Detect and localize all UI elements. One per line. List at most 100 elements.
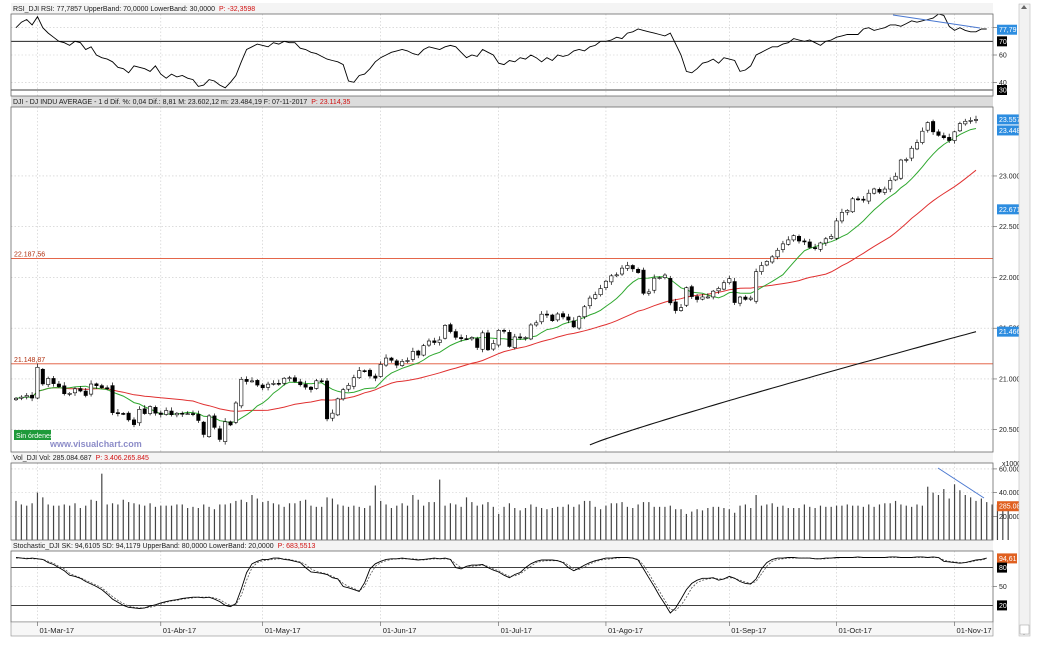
orders-badge[interactable]	[14, 430, 51, 440]
candle-body	[185, 413, 190, 415]
candle-body	[443, 325, 448, 339]
rsi-header: RSI_DJI RSI: 77,7857 UpperBand: 70,0000 …	[13, 6, 255, 13]
candle-body	[126, 412, 131, 421]
candle-body	[158, 412, 163, 415]
candle-body	[373, 375, 378, 379]
candle-body	[582, 306, 587, 318]
candle-body	[249, 380, 254, 383]
candle-body	[636, 268, 641, 273]
candle-body	[432, 340, 437, 343]
candle-body	[491, 343, 496, 350]
candle-body	[480, 332, 485, 350]
candle-body	[78, 388, 83, 392]
candle-body	[400, 361, 405, 366]
ma-mid-box	[997, 204, 1019, 215]
date-tick-label: 01-Jun-17	[383, 626, 417, 635]
rsi-panel: RSI_DJI RSI: 77,7857 UpperBand: 70,0000 …	[0, 0, 1041, 96]
date-tick-label: 01-Sep-17	[731, 626, 766, 635]
candle-body	[705, 296, 710, 299]
date-tick-label: 01-Nov-17	[957, 626, 992, 635]
candle-body	[850, 198, 855, 213]
stochastic-header-bar	[11, 540, 993, 551]
date-tick-label: 01-Abr-17	[163, 626, 196, 635]
candle-body	[518, 336, 523, 339]
axis-tick-label: 20.000	[999, 514, 1021, 521]
candle-body	[56, 383, 61, 387]
price-grid	[11, 107, 993, 452]
rsi-header-bar	[11, 3, 993, 14]
candle-body	[105, 387, 110, 390]
stochastic-lower-box	[997, 600, 1007, 611]
axis-tick-label: 40	[999, 80, 1007, 87]
price-panel: DJI - DJ INDU AVERAGE - 1 d Dif. %: 0,04…	[0, 96, 1041, 452]
axis-tick-label: 40.000	[999, 490, 1021, 497]
candle-body	[298, 381, 303, 386]
candle-body	[593, 294, 598, 299]
candle-body	[19, 396, 24, 399]
axis-tick-label: 50	[999, 584, 1007, 591]
ma-mid-box-label: 22.671,35	[999, 207, 1030, 214]
candle-body	[684, 287, 689, 306]
candle-body	[148, 406, 153, 414]
candle-body	[764, 261, 769, 266]
candle-body	[523, 337, 528, 339]
candle-body	[544, 313, 549, 316]
candle-body	[877, 189, 882, 193]
candle-body	[83, 390, 88, 396]
candle-body	[507, 332, 512, 347]
moving-average-mid	[31, 169, 977, 412]
candle-body	[968, 120, 973, 122]
watermark: www.visualchart.com	[49, 439, 142, 449]
candle-body	[180, 412, 185, 415]
level-lower-label: 21.148,87	[14, 357, 45, 364]
candle-body	[137, 409, 142, 424]
candle-body	[882, 188, 887, 193]
candle-body	[459, 337, 464, 339]
candle-body	[62, 385, 67, 394]
volume-header: Vol_DJI Vol: 285.084.687 P: 3.406.265.845	[13, 455, 149, 462]
candle-body	[893, 175, 898, 181]
candle-body	[169, 410, 174, 415]
candle-body	[282, 377, 287, 384]
scroll-up-icon[interactable]	[1021, 5, 1027, 9]
candle-body	[748, 297, 753, 300]
stochastic-header: Stochastic_DJI SK: 94,6105 SD: 94,1179 U…	[13, 543, 315, 550]
stochastic-upper-box-label: 80	[999, 565, 1007, 572]
rsi-upper-box-label: 70	[999, 39, 1007, 46]
candle-body	[260, 384, 265, 389]
candle-body	[190, 413, 195, 415]
candle-body	[30, 394, 35, 399]
candle-body	[67, 393, 72, 395]
candle-body	[829, 236, 834, 239]
candle-body	[802, 240, 807, 243]
axis-tick-label: 22.500	[999, 224, 1021, 231]
candle-body	[947, 137, 952, 141]
stochastic-sd-line	[16, 557, 987, 611]
stochastic-lower-box-label: 20	[999, 603, 1007, 610]
candle-body	[598, 288, 603, 296]
zoom-corner-box[interactable]	[1019, 624, 1030, 635]
date-tick-label: 01-Jul-17	[501, 626, 532, 635]
candle-body	[587, 297, 592, 307]
candle-body	[485, 332, 490, 351]
candle-body	[153, 407, 158, 414]
ma-long-box	[997, 326, 1019, 337]
candle-body	[936, 131, 941, 136]
candle-body	[14, 397, 19, 401]
candle-body	[448, 324, 453, 332]
candle-body	[24, 395, 29, 398]
rsi-line	[15, 13, 987, 89]
candle-body	[362, 370, 367, 372]
volume-bars	[15, 473, 1009, 540]
candle-body	[770, 256, 775, 263]
vertical-scrollbar[interactable]	[1018, 3, 1031, 637]
candle-body	[335, 398, 340, 416]
candle-body	[813, 247, 818, 249]
date-axis	[10, 621, 994, 637]
rsi-lower-box-label: 30	[999, 88, 1007, 95]
candle-body	[839, 212, 844, 222]
rsi-value-box-label: 77,79	[999, 27, 1017, 34]
candle-body	[561, 313, 566, 318]
candle-body	[223, 421, 228, 442]
